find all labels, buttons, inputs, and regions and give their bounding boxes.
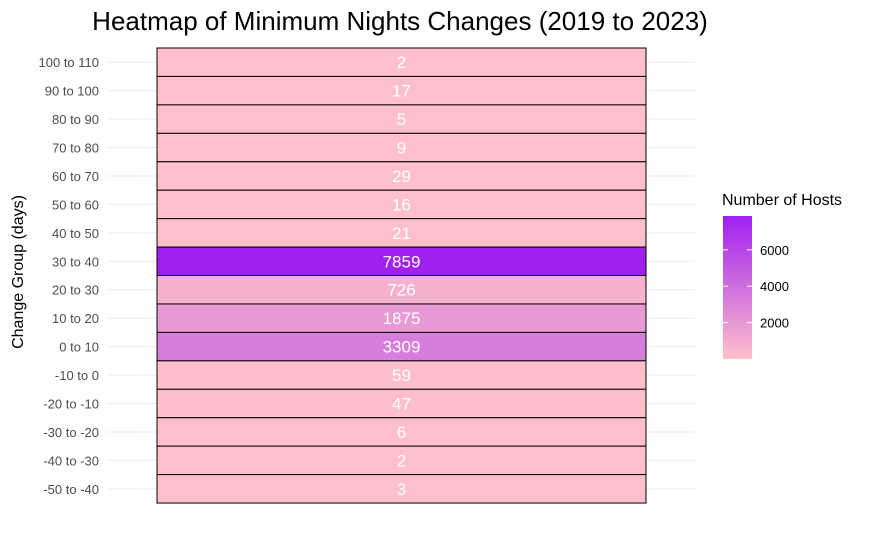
y-tick-labels: 100 to 110 90 to 100 80 to 90 70 to 80 60 to… (39, 55, 99, 497)
cell-value-label: 5 (397, 110, 406, 129)
heatmap-cell (156, 104, 647, 134)
cell-value-label: 16 (392, 195, 411, 214)
y-tick-label: -10 to 0 (55, 368, 99, 383)
legend-tick-label: 4000 (760, 279, 789, 294)
heatmap-cell (156, 445, 647, 476)
heatmap-cell (156, 360, 647, 390)
legend-color-bar (723, 216, 752, 359)
cell-value-label: 726 (387, 281, 415, 300)
cell-value-label: 29 (392, 167, 411, 186)
legend-tick-label: 2000 (760, 316, 789, 331)
color-legend: Number of Hosts 2000 4000 6000 (722, 192, 842, 359)
y-tick-label: 50 to 60 (52, 197, 99, 212)
y-tick-label: -30 to -20 (43, 425, 99, 440)
heatmap-cell (156, 47, 647, 77)
legend-ticks: 2000 4000 6000 (723, 243, 789, 331)
y-tick-label: 30 to 40 (52, 254, 99, 269)
heatmap-cell (156, 246, 647, 277)
heatmap-cell (156, 417, 647, 447)
y-tick-label: -40 to -30 (43, 453, 99, 468)
y-tick-label: 100 to 110 (39, 55, 99, 70)
legend-title: Number of Hosts (722, 192, 842, 209)
y-tick-label: 80 to 90 (52, 112, 99, 127)
cell-value-label: 6 (397, 423, 406, 442)
y-tick-label: 70 to 80 (52, 141, 99, 156)
y-axis-title: Change Group (days) (10, 195, 27, 349)
heatmap-cell (156, 388, 647, 419)
cell-value-label: 2 (397, 451, 406, 470)
y-tick-label: 60 to 70 (52, 169, 99, 184)
heatmap-cell (156, 331, 647, 362)
y-tick-label: -50 to -40 (43, 482, 99, 497)
y-tick-label: 0 to 10 (59, 340, 99, 355)
cell-value-label: 47 (392, 395, 411, 414)
legend-tick-label: 6000 (760, 243, 789, 258)
heatmap-cell (156, 474, 647, 504)
cell-value-label: 21 (392, 224, 411, 243)
y-tick-label: 20 to 30 (52, 283, 99, 298)
cell-value-label: 2 (397, 53, 406, 72)
cell-value-label: 17 (392, 82, 411, 101)
cell-value-label: 7859 (383, 252, 421, 271)
y-tick-label: 10 to 20 (52, 311, 99, 326)
heatmap-cell (156, 218, 647, 248)
heatmap-cell (156, 132, 647, 163)
y-tick-label: 40 to 50 (52, 226, 99, 241)
y-tick-label: 90 to 100 (45, 84, 99, 99)
heatmap-cell (156, 75, 647, 106)
cell-value-label: 1875 (383, 309, 421, 328)
cell-value-label: 59 (392, 366, 411, 385)
cell-value-label: 9 (397, 139, 406, 158)
y-tick-label: -20 to -10 (43, 397, 99, 412)
heatmap-cell (156, 161, 647, 191)
cell-value-label: 3 (397, 480, 406, 499)
chart-title: Heatmap of Minimum Nights Changes (2019 … (92, 6, 708, 36)
cell-value-label: 3309 (383, 338, 421, 357)
heatmap-cell (156, 303, 647, 333)
heatmap-cell (156, 275, 647, 305)
